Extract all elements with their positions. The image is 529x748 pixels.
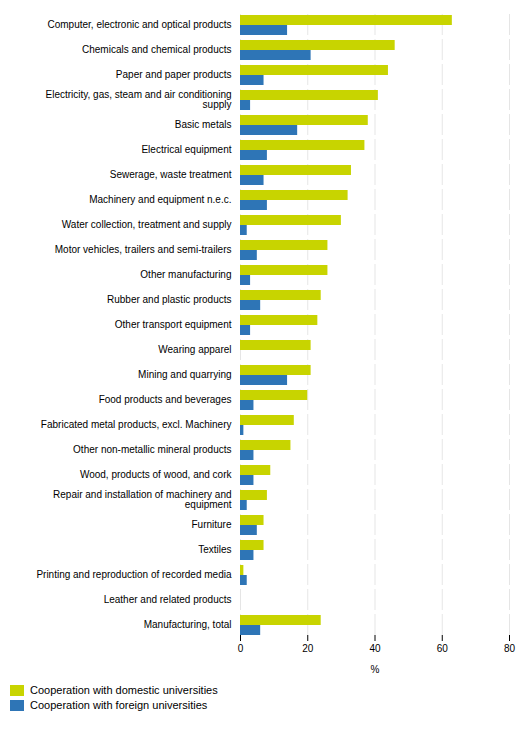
svg-text:Wearing apparel: Wearing apparel — [158, 344, 231, 355]
svg-text:Electricity, gas, steam and ai: Electricity, gas, steam and air conditio… — [45, 89, 231, 110]
svg-text:Paper and paper products: Paper and paper products — [116, 69, 232, 80]
svg-text:Food products and beverages: Food products and beverages — [99, 394, 232, 405]
svg-text:60: 60 — [437, 643, 449, 654]
svg-text:Machinery and equipment n.e.c.: Machinery and equipment n.e.c. — [89, 194, 231, 205]
svg-text:Water collection, treatment an: Water collection, treatment and supply — [62, 219, 232, 230]
svg-text:80: 80 — [504, 643, 516, 654]
svg-text:Electrical equipment: Electrical equipment — [141, 144, 231, 155]
svg-text:40: 40 — [369, 643, 381, 654]
svg-text:Motor vehicles, trailers and s: Motor vehicles, trailers and semi-traile… — [55, 244, 232, 255]
svg-text:Printing and reproduction of r: Printing and reproduction of recorded me… — [36, 569, 232, 580]
svg-text:Leather and related products: Leather and related products — [104, 594, 232, 605]
svg-text:20: 20 — [302, 643, 314, 654]
svg-text:Computer, electronic and optic: Computer, electronic and optical product… — [48, 19, 232, 30]
svg-text:Wood, products of wood, and co: Wood, products of wood, and cork — [80, 469, 233, 480]
svg-text:Other manufacturing: Other manufacturing — [140, 269, 231, 280]
svg-text:Fabricated metal products, exc: Fabricated metal products, excl. Machine… — [41, 419, 232, 430]
svg-text:Sewerage, waste treatment: Sewerage, waste treatment — [110, 169, 232, 180]
svg-text:Manufacturing, total: Manufacturing, total — [144, 619, 232, 630]
html-text:Cooperation with foreign unive: Cooperation with foreign universities — [30, 699, 208, 711]
svg-text:Textiles: Textiles — [198, 544, 231, 555]
html-text:Cooperation with domestic univ: Cooperation with domestic universities — [30, 684, 218, 696]
svg-text:Furniture: Furniture — [191, 519, 231, 530]
svg-text:Other non-metallic mineral pro: Other non-metallic mineral products — [73, 444, 231, 455]
svg-text:Mining and quarrying: Mining and quarrying — [138, 369, 231, 380]
svg-text:Chemicals and chemical product: Chemicals and chemical products — [82, 44, 232, 55]
svg-text:Basic metals: Basic metals — [175, 119, 232, 130]
svg-text:Rubber and plastic products: Rubber and plastic products — [107, 294, 232, 305]
svg-text:%: % — [371, 664, 380, 675]
svg-text:Other transport equipment: Other transport equipment — [115, 319, 232, 330]
svg-text:Repair and installation of mac: Repair and installation of machinery and… — [53, 489, 232, 510]
svg-text:0: 0 — [238, 643, 244, 654]
